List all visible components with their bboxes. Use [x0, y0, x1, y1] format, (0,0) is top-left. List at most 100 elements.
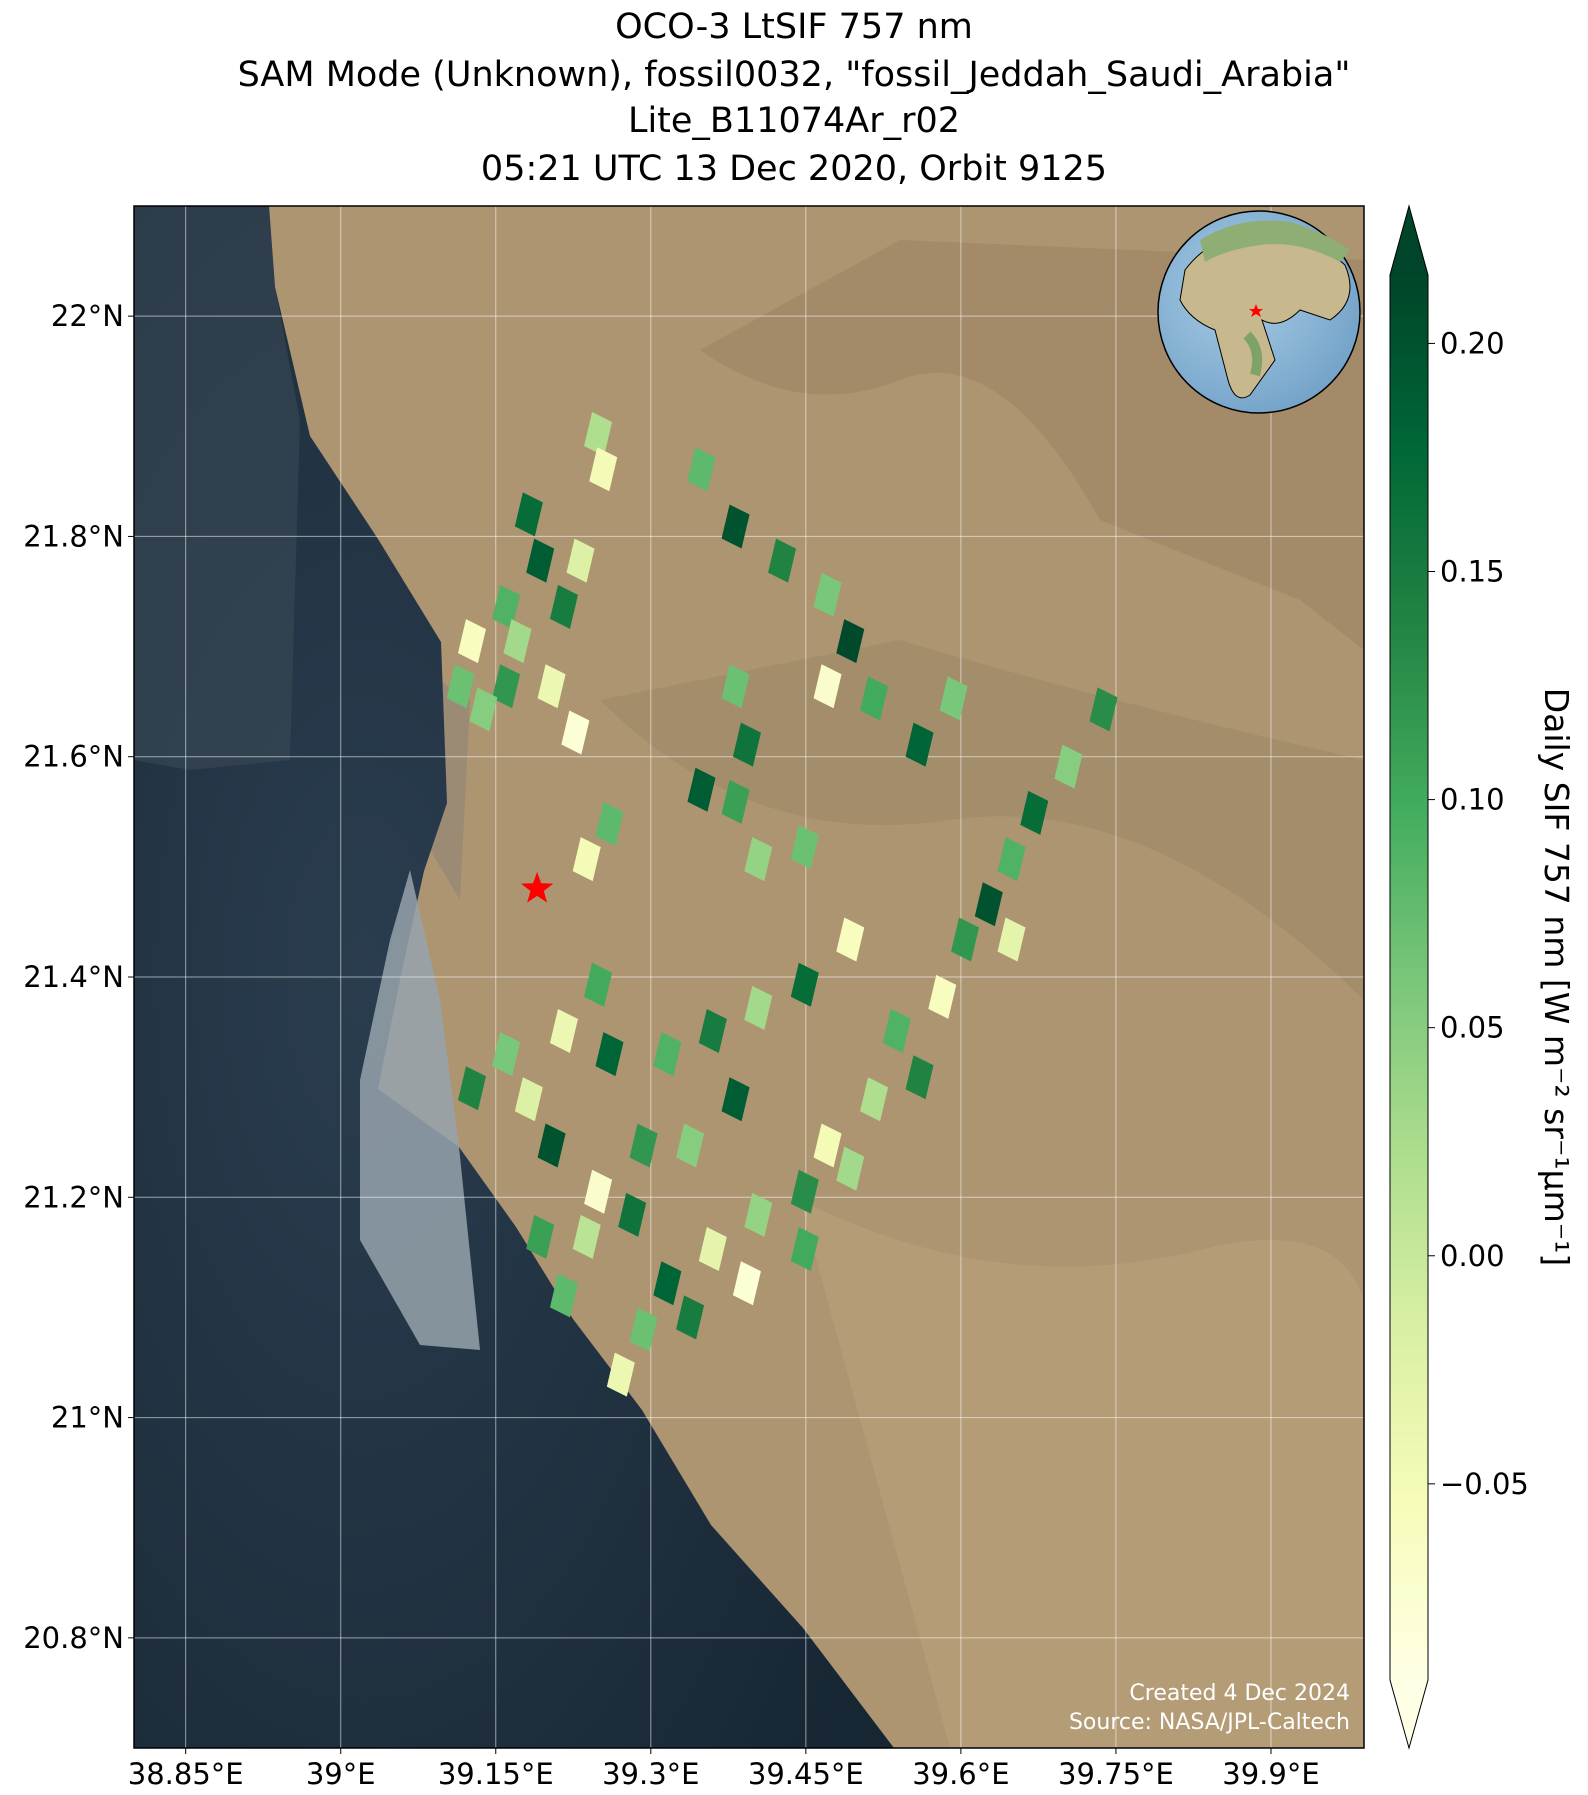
y-tick-label: 21.6°N — [23, 740, 124, 774]
sounding — [457, 619, 486, 664]
x-tick-label: 39.6°E — [912, 1757, 1009, 1791]
x-tick-label: 39.45°E — [748, 1757, 864, 1791]
sounding — [836, 619, 865, 664]
sounding — [687, 447, 716, 492]
sounding — [974, 882, 1003, 927]
sounding — [1089, 687, 1118, 732]
sounding — [566, 538, 595, 583]
sounding — [503, 619, 532, 664]
sounding — [514, 492, 543, 537]
x-tick-label: 39.75°E — [1058, 1757, 1174, 1791]
colorbar-label: Daily SIF 757 nm [W m⁻² sr⁻¹μm⁻¹] — [1537, 688, 1576, 1267]
sounding — [905, 1055, 934, 1100]
y-tick-label: 21°N — [51, 1401, 124, 1435]
sounding — [860, 676, 889, 721]
sounding — [905, 722, 934, 767]
title-line: Lite_B11074Ar_r02 — [628, 101, 960, 141]
colorbar-extend — [1390, 206, 1428, 275]
sounding — [492, 664, 521, 709]
sounding — [572, 1214, 601, 1259]
title-line: 05:21 UTC 13 Dec 2020, Orbit 9125 — [481, 149, 1107, 189]
sounding — [457, 1066, 486, 1111]
sounding — [836, 917, 865, 962]
globe-land — [1243, 331, 1263, 377]
colorbar-tick-label: 0.05 — [1440, 1011, 1505, 1045]
colorbar-extend — [1390, 1680, 1428, 1748]
colorbar-tick-label: 0.20 — [1440, 326, 1505, 360]
sounding — [526, 538, 555, 583]
colorbar-tick-label: 0.10 — [1440, 783, 1505, 817]
sounding — [997, 837, 1026, 882]
sounding — [653, 1261, 682, 1306]
sounding — [549, 1273, 578, 1318]
colorbar-tick-label: −0.05 — [1440, 1467, 1529, 1501]
sounding — [790, 1169, 819, 1214]
y-tick-label: 21.4°N — [23, 960, 124, 994]
sounding — [584, 1169, 613, 1214]
sounding — [1054, 744, 1083, 789]
sounding — [526, 1214, 555, 1259]
sounding — [572, 837, 601, 882]
sounding — [721, 1077, 750, 1122]
footnote: Source: NASA/JPL-Caltech — [1069, 1710, 1350, 1735]
sounding — [446, 664, 475, 709]
globe-marker — [1249, 304, 1263, 317]
sounding — [997, 917, 1026, 962]
sounding — [882, 1008, 911, 1053]
title-line: OCO-3 LtSIF 757 nm — [615, 7, 973, 47]
sounding — [939, 676, 968, 721]
x-tick-label: 39.3°E — [602, 1757, 699, 1791]
sounding — [469, 687, 498, 732]
sounding — [951, 917, 980, 962]
footnote: Created 4 Dec 2024 — [1129, 1681, 1350, 1706]
sounding — [549, 584, 578, 629]
sounding — [744, 1192, 773, 1237]
sounding — [698, 1008, 727, 1053]
sounding — [928, 974, 957, 1019]
sounding — [790, 1227, 819, 1272]
y-tick-label: 21.2°N — [23, 1180, 124, 1214]
sounding — [595, 801, 624, 846]
sounding — [653, 1032, 682, 1077]
colorbar-tick-label: 0.15 — [1440, 555, 1505, 589]
sounding — [537, 664, 566, 709]
terrain — [800, 1200, 1364, 1748]
sounding — [721, 664, 750, 709]
colorbar-outline — [1389, 204, 1429, 1750]
sounding — [584, 962, 613, 1007]
sounding — [744, 837, 773, 882]
sounding — [790, 825, 819, 870]
sounding — [537, 1123, 566, 1168]
sounding — [732, 1261, 761, 1306]
inset-globe — [1157, 210, 1361, 414]
sounding — [589, 447, 618, 492]
colorbar-tick-label: 0.00 — [1440, 1239, 1505, 1273]
sounding — [836, 1146, 865, 1191]
x-tick-label: 39.15°E — [438, 1757, 554, 1791]
terrain — [600, 640, 1364, 1000]
x-tick-label: 38.85°E — [128, 1757, 244, 1791]
sounding — [790, 962, 819, 1007]
sounding — [687, 767, 716, 812]
sounding — [492, 1032, 521, 1077]
sounding — [514, 1077, 543, 1122]
target-marker — [520, 871, 554, 903]
sounding — [813, 664, 842, 709]
map — [134, 206, 1364, 1748]
sea-shallow — [134, 206, 300, 770]
sounding — [813, 572, 842, 617]
sounding — [768, 538, 797, 583]
sounding — [698, 1227, 727, 1272]
globe-land — [1200, 220, 1350, 262]
sounding — [744, 985, 773, 1030]
sounding — [860, 1077, 889, 1122]
sounding — [606, 1352, 635, 1397]
title-line: SAM Mode (Unknown), fossil0032, "fossil_… — [238, 55, 1351, 95]
sea — [134, 206, 894, 1748]
sounding — [721, 779, 750, 824]
sounding — [813, 1123, 842, 1168]
sounding — [618, 1192, 647, 1237]
sounding — [732, 722, 761, 767]
y-tick-label: 22°N — [51, 299, 124, 333]
